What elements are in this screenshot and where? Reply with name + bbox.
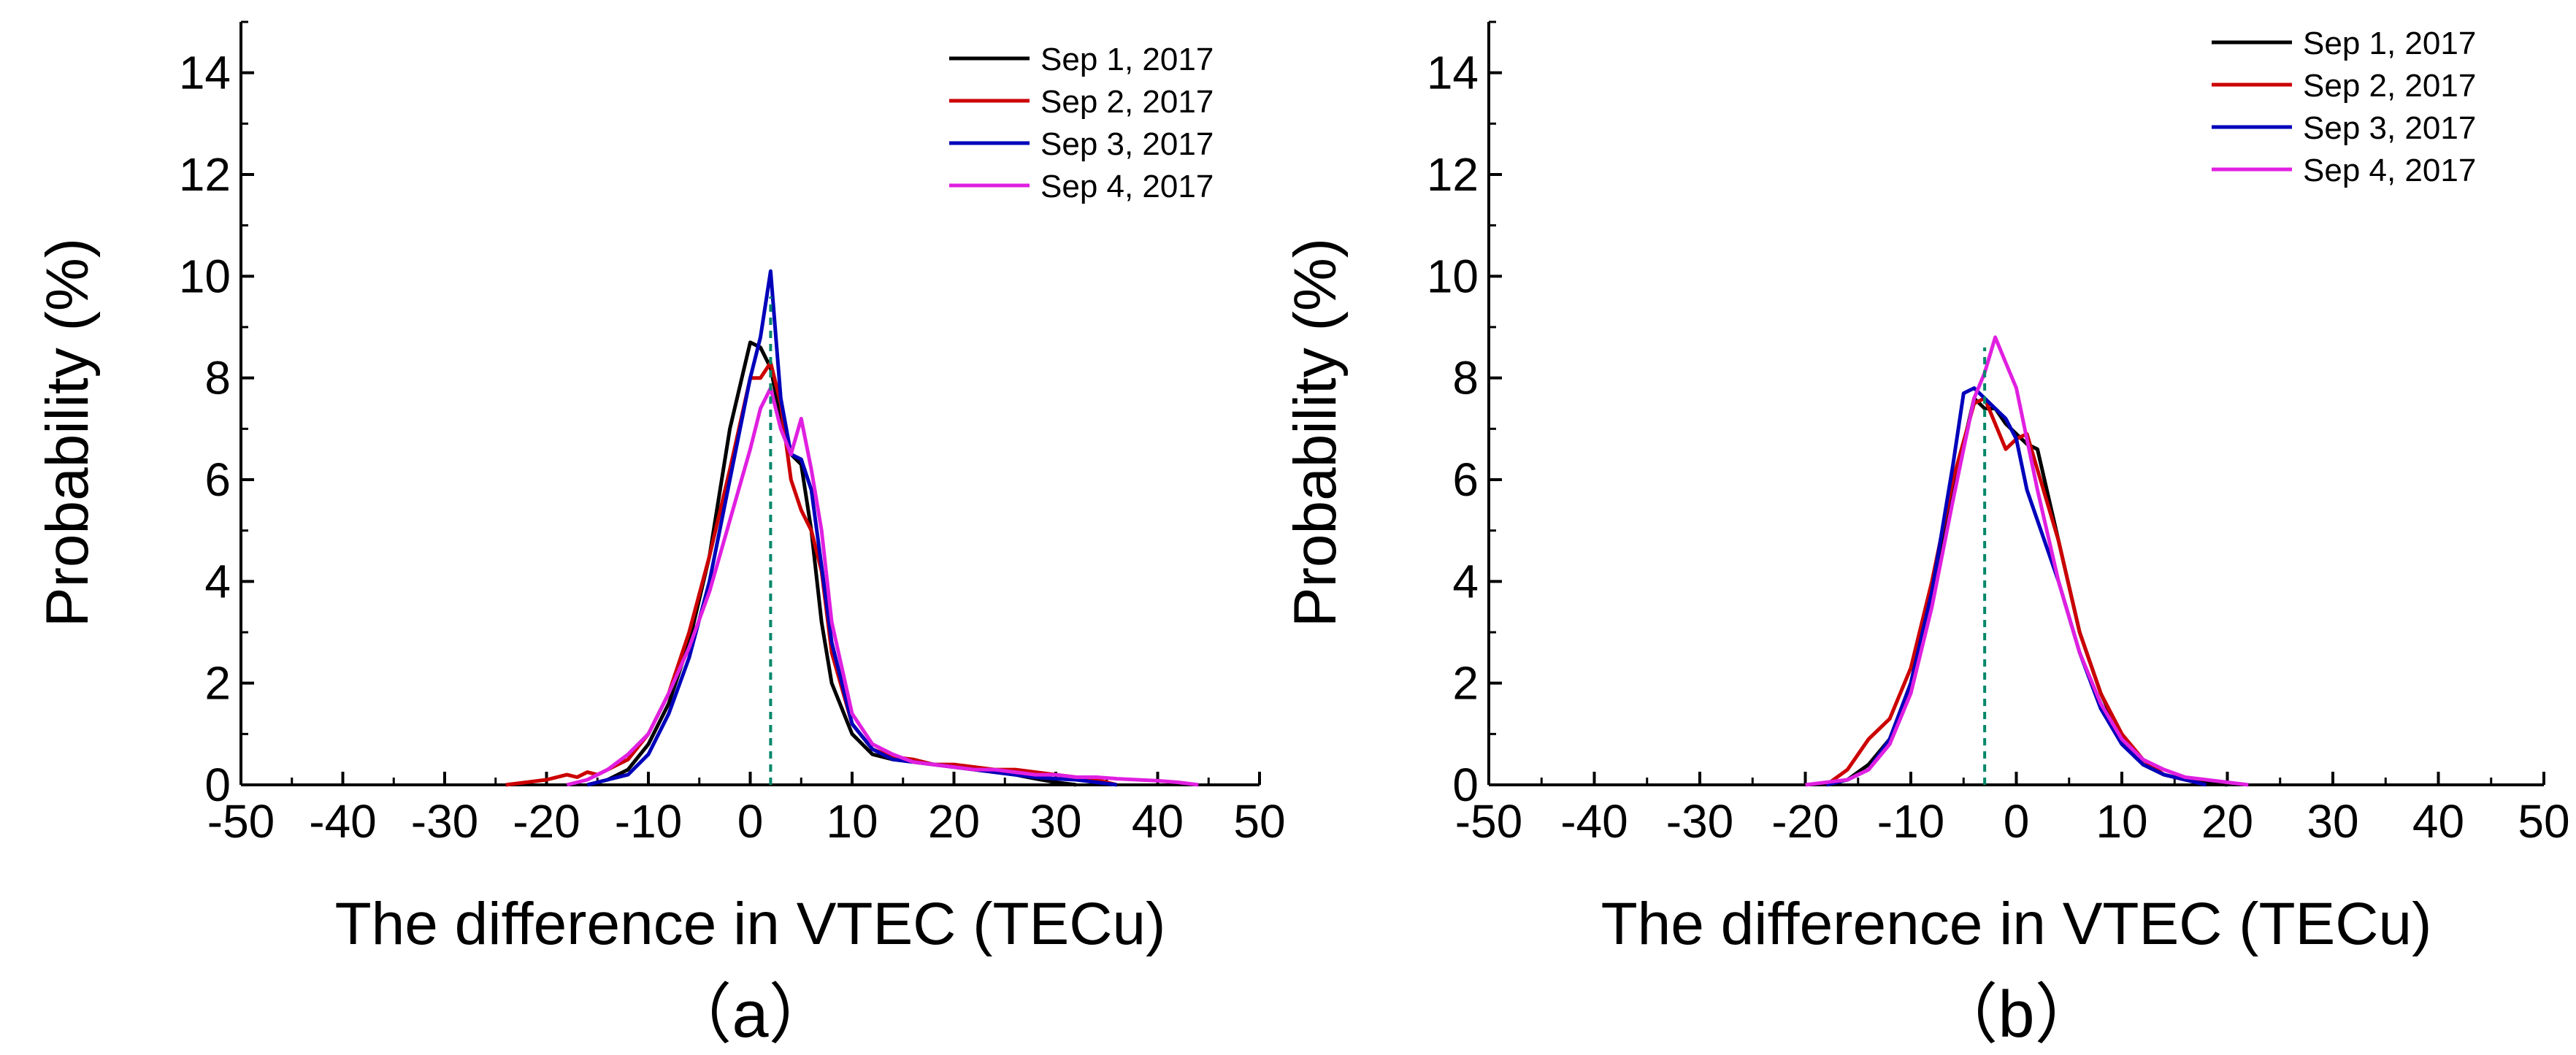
x-tick-label: -50: [1455, 795, 1523, 848]
y-tick-label: 6: [204, 453, 231, 506]
y-tick-label: 4: [1452, 555, 1479, 607]
y-tick-label: 8: [1452, 352, 1479, 404]
x-tick-label: -10: [615, 795, 683, 848]
series-line-1: [1825, 396, 2228, 787]
legend-label: Sep 2, 2017: [2303, 68, 2476, 104]
legend-label: Sep 4, 2017: [2303, 153, 2476, 188]
panel-label: （a）: [666, 978, 834, 1051]
legend-label: Sep 2, 2017: [1040, 84, 1214, 120]
chart-svg-b: -50 -40 -30 -20 -10 0 10 20 30 40 50 0 2 4 6 8 10 12 14 The…: [1288, 20, 2570, 1051]
x-tick-label: 0: [2004, 795, 2030, 848]
series-line-3: [1825, 386, 2207, 787]
x-tick-label: -50: [207, 795, 275, 848]
x-tick-label: 10: [826, 795, 878, 848]
panel-label: （b）: [1932, 978, 2100, 1051]
y-tick-label: 0: [204, 759, 231, 811]
y-tick-label: 10: [1427, 250, 1479, 302]
series-line-2: [1825, 396, 2207, 787]
x-tick-label: -30: [1666, 795, 1734, 848]
x-tick-label: 40: [1132, 795, 1184, 848]
y-tick-label: 4: [204, 555, 231, 607]
y-axis-title: Probability (%): [1288, 238, 1349, 627]
x-tick-label: -40: [1560, 795, 1628, 848]
y-tick-label: 14: [1427, 47, 1479, 99]
legend-label: Sep 1, 2017: [2303, 26, 2476, 61]
y-tick-label: 12: [1427, 148, 1479, 201]
y-tick-label: 14: [179, 47, 231, 99]
series-line-1: [586, 340, 1077, 787]
legend-label: Sep 3, 2017: [1040, 126, 1214, 162]
x-tick-label: -10: [1877, 795, 1945, 848]
y-tick-label: 0: [1452, 759, 1479, 811]
series-line-4: [566, 386, 1199, 787]
x-tick-label: -20: [513, 795, 580, 848]
x-tick-label: 10: [2096, 795, 2147, 848]
series-line-3: [586, 269, 1118, 787]
x-tick-label: -20: [1771, 795, 1839, 848]
x-tick-label: -30: [411, 795, 479, 848]
y-tick-label: 8: [204, 352, 231, 404]
y-tick-label: 12: [179, 148, 231, 201]
y-tick-label: 6: [1452, 453, 1479, 506]
x-tick-label: 0: [737, 795, 764, 848]
x-tick-label: -40: [309, 795, 377, 848]
y-tick-label: 2: [1452, 657, 1479, 710]
x-axis-title: The difference in VTEC (TECu): [1601, 891, 2432, 957]
legend-label: Sep 4, 2017: [1040, 169, 1214, 204]
x-tick-label: 20: [2201, 795, 2253, 848]
chart-panel-b: -50 -40 -30 -20 -10 0 10 20 30 40 50 0 2 4 6 8 10 12 14 The…: [1288, 0, 2576, 1055]
chart-svg-a: -50 -40 -30 -20 -10 0 10 20 30 40 50 0 2 4 6 8 10 12 14 The…: [34, 20, 1286, 1051]
series-line-4: [1805, 335, 2249, 787]
y-tick-label: 10: [179, 250, 231, 302]
y-axis-title: Probability (%): [34, 238, 101, 627]
x-tick-label: 50: [2518, 795, 2569, 848]
chart-panel-a: -50 -40 -30 -20 -10 0 10 20 30 40 50 0 2 4 6 8 10 12 14 The…: [34, 20, 1286, 1051]
x-axis-title: The difference in VTEC (TECu): [335, 891, 1166, 957]
x-tick-label: 30: [1030, 795, 1081, 848]
legend-label: Sep 3, 2017: [2303, 110, 2476, 146]
x-tick-label: 40: [2412, 795, 2464, 848]
legend-label: Sep 1, 2017: [1040, 42, 1214, 77]
x-tick-label: 30: [2307, 795, 2358, 848]
series-line-2: [505, 361, 1118, 787]
y-tick-label: 2: [204, 657, 231, 710]
x-tick-label: 50: [1233, 795, 1285, 848]
x-tick-label: 20: [928, 795, 980, 848]
